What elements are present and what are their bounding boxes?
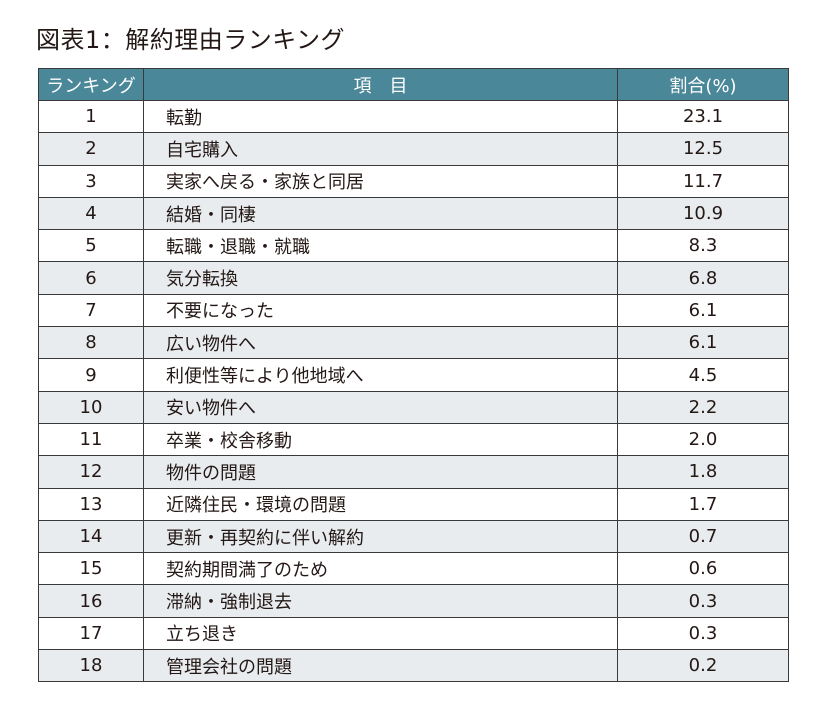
percent-cell: 6.8 <box>617 261 789 295</box>
reason-cell: 卒業・校舎移動 <box>143 422 618 457</box>
table-row: 5 転職・退職・就職 8.3 <box>38 229 789 263</box>
figure-title: 図表1：解約理由ランキング <box>36 26 346 54</box>
table-row: 12 物件の問題 1.8 <box>38 455 789 489</box>
table-row: 17 立ち退き 0.3 <box>38 616 789 651</box>
rank-cell: 8 <box>38 326 144 360</box>
percent-cell: 0.3 <box>617 584 789 618</box>
rank-cell: 15 <box>38 552 144 586</box>
table-row: 1 転勤 23.1 <box>38 99 789 134</box>
table-row: 10 安い物件へ 2.2 <box>38 390 789 424</box>
table-row: 13 近隣住民・環境の問題 1.7 <box>38 487 789 521</box>
reason-cell: 契約期間満了のため <box>143 552 618 586</box>
reason-cell: 物件の問題 <box>143 455 618 489</box>
table-row: 4 結婚・同棲 10.9 <box>38 196 789 231</box>
percent-cell: 6.1 <box>617 293 789 328</box>
reason-cell: 転勤 <box>143 99 618 134</box>
table-row: 18 管理会社の問題 0.2 <box>38 649 789 683</box>
table-row: 14 更新・再契約に伴い解約 0.7 <box>38 519 789 554</box>
percent-cell: 1.7 <box>617 487 789 521</box>
percent-cell: 8.3 <box>617 229 789 263</box>
rank-cell: 6 <box>38 261 144 295</box>
rank-cell: 3 <box>38 164 144 198</box>
table-row: 3 実家へ戻る・家族と同居 11.7 <box>38 164 789 198</box>
percent-cell: 6.1 <box>617 326 789 360</box>
rank-cell: 16 <box>38 584 144 618</box>
rank-cell: 17 <box>38 616 144 651</box>
rank-cell: 1 <box>38 99 144 134</box>
rank-cell: 13 <box>38 487 144 521</box>
percent-cell: 1.8 <box>617 455 789 489</box>
rank-cell: 9 <box>38 358 144 392</box>
reason-cell: 滞納・強制退去 <box>143 584 618 618</box>
percent-cell: 2.2 <box>617 390 789 424</box>
percent-cell: 23.1 <box>617 99 789 134</box>
reason-cell: 利便性等により他地域へ <box>143 358 618 392</box>
percent-cell: 4.5 <box>617 358 789 392</box>
reason-cell: 自宅購入 <box>143 132 618 166</box>
rank-cell: 14 <box>38 519 144 554</box>
rank-cell: 12 <box>38 455 144 489</box>
percent-cell: 2.0 <box>617 422 789 457</box>
header-item: 項 目 <box>143 68 618 101</box>
percent-cell: 0.7 <box>617 519 789 554</box>
reason-cell: 結婚・同棲 <box>143 196 618 231</box>
reason-cell: 気分転換 <box>143 261 618 295</box>
percent-cell: 0.6 <box>617 552 789 586</box>
table-row: 16 滞納・強制退去 0.3 <box>38 584 789 618</box>
reason-cell: 安い物件へ <box>143 390 618 424</box>
percent-cell: 12.5 <box>617 132 789 166</box>
rank-cell: 11 <box>38 422 144 457</box>
reason-cell: 広い物件へ <box>143 326 618 360</box>
table-row: 2 自宅購入 12.5 <box>38 132 789 166</box>
rank-cell: 10 <box>38 390 144 424</box>
rank-cell: 18 <box>38 649 144 683</box>
rank-cell: 2 <box>38 132 144 166</box>
rank-cell: 7 <box>38 293 144 328</box>
percent-cell: 11.7 <box>617 164 789 198</box>
reason-cell: 実家へ戻る・家族と同居 <box>143 164 618 198</box>
reason-cell: 管理会社の問題 <box>143 649 618 683</box>
table-row: 15 契約期間満了のため 0.6 <box>38 552 789 586</box>
table-row: 9 利便性等により他地域へ 4.5 <box>38 358 789 392</box>
rank-cell: 5 <box>38 229 144 263</box>
table-row: 8 広い物件へ 6.1 <box>38 326 789 360</box>
header-rank: ランキング <box>38 68 144 101</box>
reason-cell: 近隣住民・環境の問題 <box>143 487 618 521</box>
table-row: 7 不要になった 6.1 <box>38 293 789 328</box>
reason-cell: 不要になった <box>143 293 618 328</box>
percent-cell: 0.2 <box>617 649 789 683</box>
rank-cell: 4 <box>38 196 144 231</box>
reason-cell: 立ち退き <box>143 616 618 651</box>
table-row: 11 卒業・校舎移動 2.0 <box>38 422 789 457</box>
table-row: 6 気分転換 6.8 <box>38 261 789 295</box>
header-row: ランキング 項 目 割合(%) <box>38 68 789 101</box>
ranking-table: ランキング 項 目 割合(%) 1 転勤 23.1 2 自宅購入 12.5 3 実家へ戻る・家… <box>38 68 789 683</box>
reason-cell: 転職・退職・就職 <box>143 229 618 263</box>
percent-cell: 10.9 <box>617 196 789 231</box>
header-percent: 割合(%) <box>617 68 789 101</box>
reason-cell: 更新・再契約に伴い解約 <box>143 519 618 554</box>
percent-cell: 0.3 <box>617 616 789 651</box>
